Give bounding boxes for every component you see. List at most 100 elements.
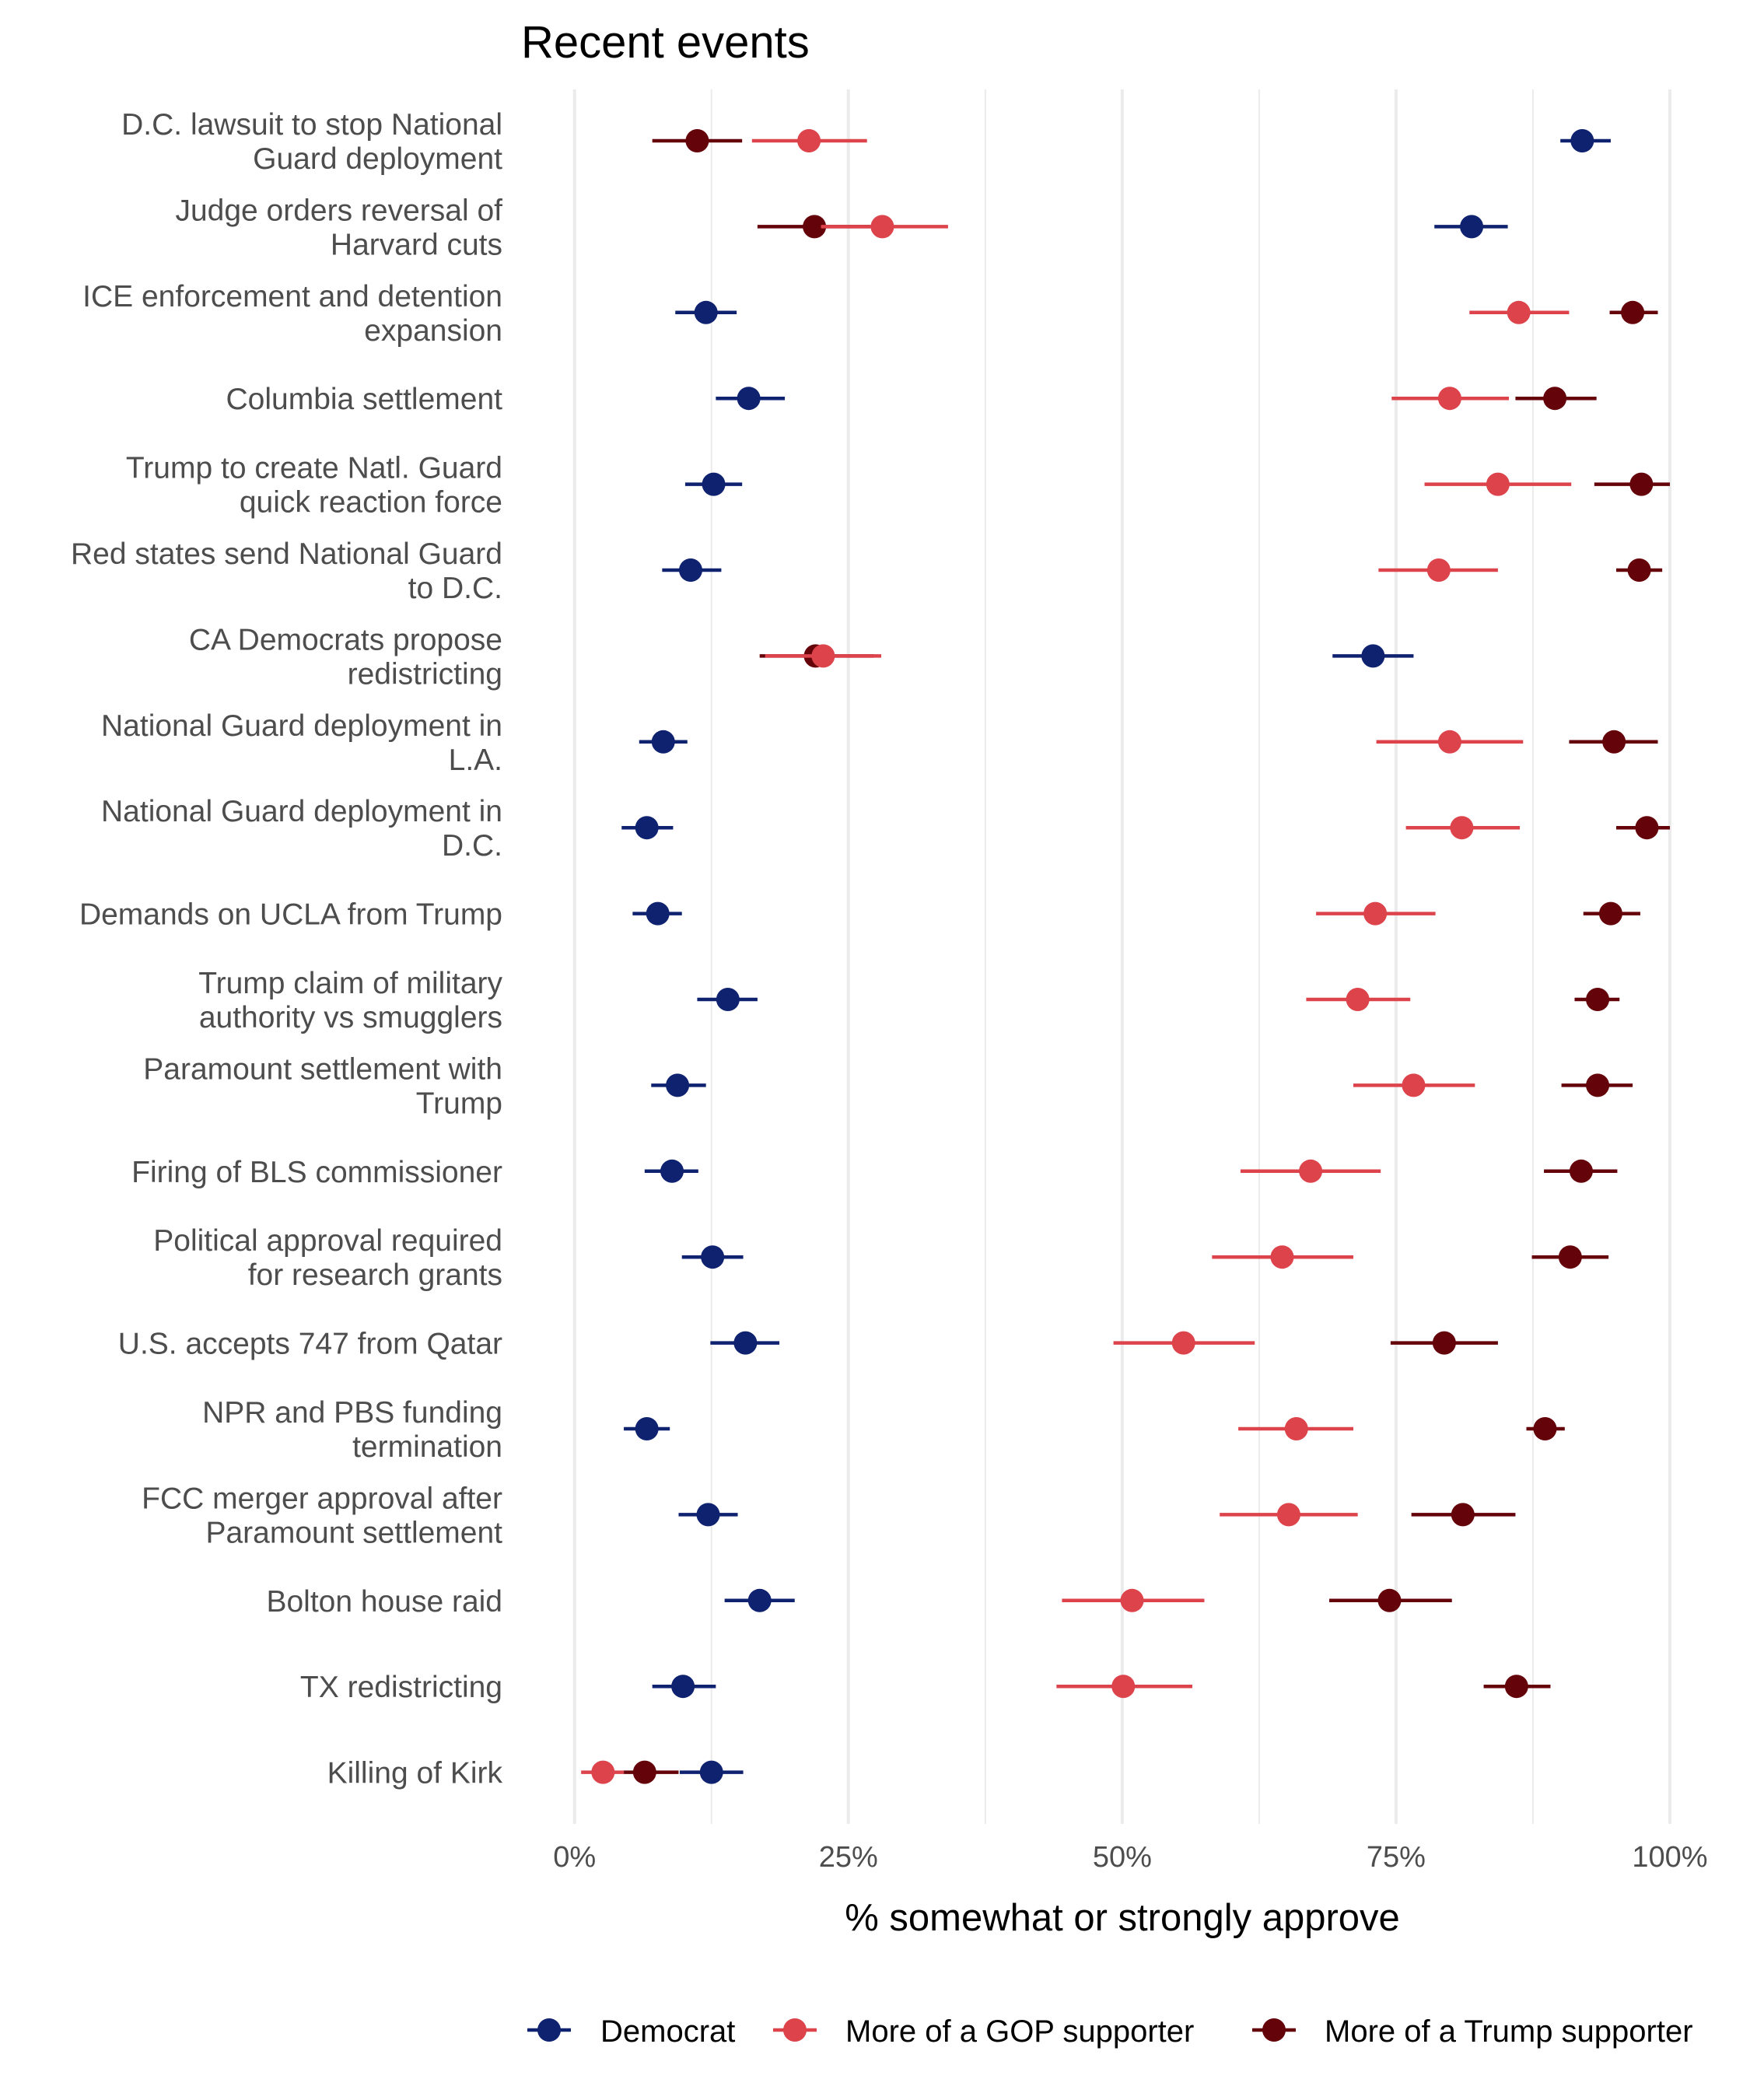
data-point xyxy=(797,129,821,152)
y-axis-label: National Guard deployment in L.A. xyxy=(101,709,502,777)
y-axis-label-line: Harvard cuts xyxy=(331,228,502,261)
data-point xyxy=(1504,1675,1528,1699)
y-axis-label: Demands on UCLA from Trump xyxy=(79,898,502,932)
data-point xyxy=(1460,215,1484,239)
data-point xyxy=(737,387,761,411)
y-axis-label-line: ICE enforcement and detention xyxy=(82,280,502,313)
y-axis-label-line: redistricting xyxy=(348,657,502,691)
data-point xyxy=(1450,816,1474,840)
data-point xyxy=(1602,730,1626,754)
y-axis-label-line: Paramount settlement xyxy=(205,1516,502,1549)
y-axis-label: Trump to create Natl. Guard quick reactio… xyxy=(126,452,502,520)
data-point xyxy=(1432,1331,1456,1355)
data-point xyxy=(1437,730,1461,754)
data-point xyxy=(1621,300,1645,324)
data-point xyxy=(1629,472,1654,496)
y-axis-label: Killing of Kirk xyxy=(327,1757,503,1790)
data-point xyxy=(685,129,709,152)
data-marks xyxy=(581,129,1670,1784)
y-axis-label-line: D.C. lawsuit to stop National xyxy=(121,108,502,142)
data-point xyxy=(1598,901,1622,926)
gridlines xyxy=(572,89,1671,1824)
y-axis-label-line: to D.C. xyxy=(408,572,502,605)
y-axis-label-line: Trump claim of military xyxy=(198,967,502,1000)
category-row xyxy=(662,558,1663,582)
chart-title: Recent events xyxy=(521,17,810,68)
data-point xyxy=(635,816,659,840)
y-axis-label: Red states send National Guard to D.C. xyxy=(71,537,502,605)
data-point xyxy=(699,1760,723,1784)
y-axis-label: FCC merger approval after Paramount settl… xyxy=(142,1482,502,1549)
data-point xyxy=(1486,472,1510,496)
data-point xyxy=(1426,558,1451,582)
y-axis-label-line: National Guard deployment in xyxy=(101,795,502,828)
y-axis-label-line: for research grants xyxy=(248,1258,502,1292)
y-axis-label-line: CA Democrats propose xyxy=(189,623,502,656)
y-axis-label: National Guard deployment in D.C. xyxy=(101,795,502,863)
legend: Democrat More of a GOP supporter More of a… xyxy=(527,2014,1693,2049)
y-axis-label-line: Columbia settlement xyxy=(226,383,503,416)
category-row xyxy=(621,816,1670,840)
legend-item: More of a GOP supporter xyxy=(773,2014,1194,2049)
y-axis-label-line: FCC merger approval after xyxy=(142,1482,502,1515)
data-point xyxy=(870,215,894,239)
y-axis-label-line: NPR and PBS funding xyxy=(202,1396,502,1430)
data-point xyxy=(1276,1503,1300,1527)
data-point xyxy=(1363,901,1388,926)
category-row xyxy=(632,901,1640,926)
x-tick-label: 50% xyxy=(1093,1841,1152,1874)
data-point xyxy=(635,1417,659,1440)
data-point xyxy=(1586,1073,1610,1097)
category-row xyxy=(644,1159,1618,1183)
legend-key-point xyxy=(1262,2018,1286,2042)
y-axis-label-line: expansion xyxy=(364,314,502,348)
category-row xyxy=(724,1588,1452,1612)
legend-key-point xyxy=(537,2018,561,2042)
data-point xyxy=(1569,1159,1593,1183)
category-row xyxy=(684,472,1670,496)
category-row xyxy=(624,1417,1565,1440)
y-axis-labels: D.C. lawsuit to stop National Guard deplo… xyxy=(71,108,502,1790)
category-row xyxy=(710,1331,1498,1355)
x-axis-title: % somewhat or strongly approve xyxy=(845,1897,1400,1939)
y-axis-label-line: Paramount settlement with xyxy=(143,1052,502,1086)
y-axis-label-line: Bolton house raid xyxy=(266,1585,502,1619)
y-axis-label: Judge orders reversal of Harvard cuts xyxy=(175,194,502,261)
y-axis-label-line: Killing of Kirk xyxy=(327,1757,503,1790)
y-axis-label-line: Firing of BLS commissioner xyxy=(131,1156,502,1189)
data-point xyxy=(678,558,702,582)
y-axis-label-line: quick reaction force xyxy=(240,486,502,520)
y-axis-label: Paramount settlement with Trump xyxy=(143,1052,502,1120)
y-axis-label-line: D.C. xyxy=(442,829,502,863)
category-row xyxy=(652,129,1611,152)
data-point xyxy=(666,1073,690,1097)
category-row xyxy=(651,1073,1633,1097)
category-row xyxy=(678,1503,1516,1527)
y-axis-label: CA Democrats propose redistricting xyxy=(189,623,502,691)
x-axis-ticks: 0% 25% 50% 75% 100% xyxy=(553,1841,1707,1874)
data-point xyxy=(1558,1245,1582,1269)
x-tick-label: 0% xyxy=(553,1841,596,1874)
category-row xyxy=(652,1675,1551,1699)
data-point xyxy=(632,1760,656,1784)
y-axis-label-line: Guard deployment xyxy=(253,142,502,176)
legend-item: More of a Trump supporter xyxy=(1252,2014,1693,2049)
y-axis-label: ICE enforcement and detention expansion xyxy=(82,280,502,348)
x-tick-label: 25% xyxy=(819,1841,878,1874)
y-axis-label-line: Trump to create Natl. Guard xyxy=(126,452,502,485)
data-point xyxy=(1586,988,1610,1011)
data-point xyxy=(694,300,718,324)
y-axis-label: U.S. accepts 747 from Qatar xyxy=(118,1328,502,1361)
data-point xyxy=(1507,300,1531,324)
y-axis-label-line: termination xyxy=(352,1430,502,1464)
data-point xyxy=(1377,1588,1402,1612)
category-row xyxy=(681,1245,1609,1269)
data-point xyxy=(1346,988,1370,1011)
data-point xyxy=(651,730,675,754)
data-point xyxy=(733,1331,758,1355)
data-point xyxy=(811,644,835,668)
legend-key-point xyxy=(783,2018,807,2042)
y-axis-label: Columbia settlement xyxy=(226,383,503,416)
legend-label: More of a GOP supporter xyxy=(845,2014,1194,2049)
